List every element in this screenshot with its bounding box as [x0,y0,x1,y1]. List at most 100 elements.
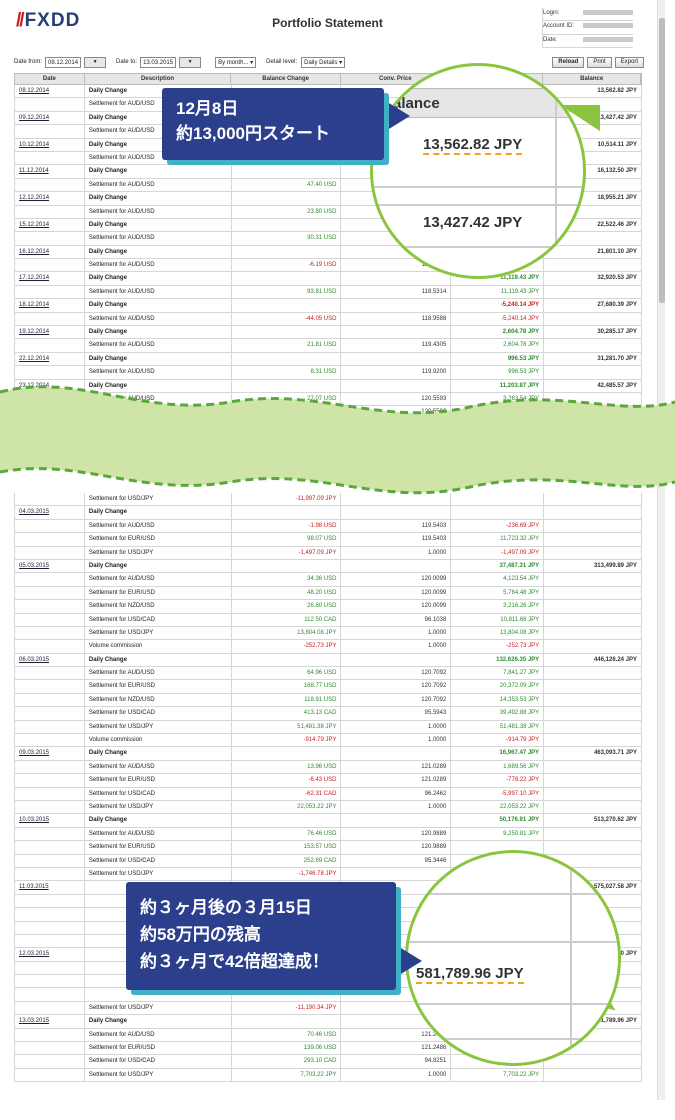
row-date-link[interactable]: 16.12.2014 [15,245,85,259]
row-date-link[interactable]: 18.12.2014 [15,299,85,312]
row-date-link[interactable] [15,626,85,640]
row-date-link[interactable] [15,867,85,881]
row-date-link[interactable] [15,894,85,908]
row-date-link[interactable] [15,232,85,245]
row-balance-change [232,299,342,312]
row-date-link[interactable] [15,98,85,111]
row-date-link[interactable] [15,921,85,934]
row-date-link[interactable] [15,519,85,533]
row-date-link[interactable] [15,720,85,734]
export-button[interactable]: Export [614,56,644,68]
row-date-link[interactable] [15,178,85,192]
row-date-link[interactable]: 13.03.2015 [15,1015,85,1028]
magnifier-row-divider [373,246,583,248]
date-to-input[interactable]: 13.03.2015 [140,56,177,68]
row-date-link[interactable] [15,1055,85,1068]
col-description[interactable]: Description [85,74,232,84]
col-converted[interactable] [451,74,544,84]
row-date-link[interactable] [15,787,85,800]
row-date-link[interactable] [15,533,85,546]
row-date-link[interactable] [15,734,85,747]
row-date-link[interactable]: 22.12.2014 [15,352,85,366]
row-date-link[interactable] [15,613,85,626]
col-balance-change[interactable]: Balance Change [231,74,341,84]
row-date-link[interactable]: 12.03.2015 [15,948,85,961]
row-conv-price: 121.0289 [341,774,452,787]
row-date-link[interactable] [15,934,85,948]
row-balance-change: 153.57 USD [232,841,342,854]
row-date-link[interactable] [15,151,85,165]
row-date-link[interactable]: 05.03.2015 [15,559,85,573]
row-date-link[interactable] [15,841,85,854]
row-balance [544,841,643,854]
date-to-picker-button[interactable]: ▼ [179,56,202,68]
row-date-link[interactable] [15,600,85,613]
row-date-link[interactable] [15,125,85,138]
row-description: Daily Change [85,326,232,339]
row-date-link[interactable] [15,760,85,774]
row-date-link[interactable] [15,312,85,326]
row-date-link[interactable]: 17.12.2014 [15,272,85,285]
row-date-link[interactable] [15,961,85,975]
row-date-link[interactable] [15,800,85,814]
row-date-link[interactable] [15,774,85,787]
row-date-link[interactable] [15,339,85,352]
row-date-link[interactable]: 10.03.2015 [15,814,85,827]
row-date-link[interactable] [15,259,85,272]
row-description: Settlement for AUD/USD [85,205,232,218]
row-date-link[interactable] [15,573,85,586]
row-date-link[interactable] [15,586,85,600]
row-date-link[interactable] [15,1028,85,1042]
row-date-link[interactable] [15,493,85,506]
date-from-input[interactable]: 08.12.2014 [45,56,82,68]
row-date-link[interactable] [15,667,85,680]
magnifier-row-divider [408,893,618,895]
row-date-link[interactable]: 19.12.2014 [15,326,85,339]
row-date-link[interactable] [15,827,85,841]
detail-level-select[interactable]: Daily Details ▾ [301,56,346,68]
row-date-link[interactable] [15,205,85,218]
row-date-link[interactable] [15,854,85,867]
row-date-link[interactable] [15,693,85,707]
row-converted-value: 7,841.27 JPY [451,667,545,680]
period-select[interactable]: By month... ▾ [215,56,257,68]
settlement-row: Settlement for AUD/USD 76.46 USD 120.9889 9… [14,827,643,842]
col-balance[interactable]: Balance [543,74,642,84]
row-date-link[interactable]: 04.03.2015 [15,506,85,519]
row-date-link[interactable]: 11.03.2015 [15,881,85,894]
row-description: Settlement for EUR/USD [85,774,232,787]
settlement-row: Settlement for EUR/USD 98.07 USD 119.5403 1… [14,533,643,547]
row-date-link[interactable] [15,546,85,559]
account-info: Login: Account ID: Date: [542,8,633,49]
row-converted-value: 39,492.88 JPY [451,707,545,720]
row-date-link[interactable]: 15.12.2014 [15,218,85,232]
row-date-link[interactable]: 11.12.2014 [15,165,85,178]
vertical-scrollbar[interactable] [657,0,665,1100]
row-date-link[interactable] [15,680,85,693]
period-select-value: By month... [218,59,249,66]
row-date-link[interactable] [15,707,85,720]
reload-button[interactable]: Reload [552,56,585,68]
date-from-picker-button[interactable]: ▼ [84,56,107,68]
row-date-link[interactable] [15,1001,85,1015]
row-date-link[interactable]: 09.03.2015 [15,747,85,760]
print-button[interactable]: Print [587,56,612,68]
row-date-link[interactable] [15,908,85,921]
row-date-link[interactable]: 12.12.2014 [15,192,85,205]
row-date-link[interactable]: 08.12.2014 [15,85,85,98]
row-date-link[interactable] [15,640,85,653]
scrollbar-thumb[interactable] [659,18,665,303]
row-date-link[interactable] [15,988,85,1001]
row-date-link[interactable] [15,366,85,379]
row-date-link[interactable] [15,285,85,299]
row-balance [544,339,643,352]
row-date-link[interactable] [15,975,85,988]
col-date[interactable]: Date [15,74,85,84]
row-date-link[interactable]: 23.12.2014 [15,379,85,392]
row-date-link[interactable]: 10.12.2014 [15,138,85,151]
row-date-link[interactable] [15,1068,85,1082]
row-date-link[interactable]: 09.12.2014 [15,111,85,125]
row-date-link[interactable] [15,1042,85,1055]
row-date-link[interactable]: 06.03.2015 [15,653,85,667]
row-balance-change: -1,497.09 JPY [232,546,342,559]
